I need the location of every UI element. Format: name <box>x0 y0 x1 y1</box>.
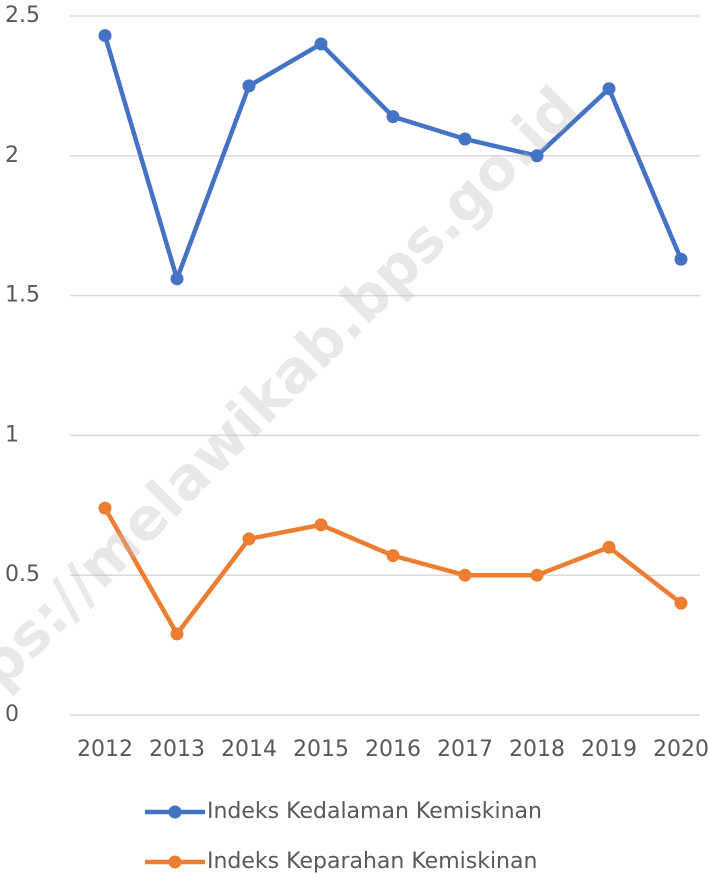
legend-label: Indeks Kedalaman Kemiskinan <box>207 799 542 824</box>
point <box>674 252 688 266</box>
point <box>314 37 328 51</box>
x-tick-label: 2020 <box>653 737 709 762</box>
point <box>458 568 472 582</box>
watermark: ps://melawikab.bps.go.id <box>0 73 591 701</box>
x-tick-label: 2018 <box>509 737 565 762</box>
point <box>98 29 112 43</box>
point <box>530 568 544 582</box>
legend-label: Indeks Keparahan Kemiskinan <box>207 849 537 874</box>
legend-marker <box>168 855 182 869</box>
y-tick-label: 2 <box>5 143 19 168</box>
point <box>674 596 688 610</box>
x-tick-label: 2017 <box>437 737 493 762</box>
point <box>170 627 184 641</box>
y-tick-label: 0 <box>5 702 19 727</box>
point <box>602 82 616 96</box>
point <box>242 79 256 93</box>
x-tick-label: 2019 <box>581 737 637 762</box>
x-tick-label: 2012 <box>77 737 133 762</box>
point <box>98 501 112 515</box>
point <box>602 540 616 554</box>
y-tick-label: 2.5 <box>5 3 40 28</box>
y-tick-label: 0.5 <box>5 562 40 587</box>
x-tick-label: 2013 <box>149 737 205 762</box>
legend-marker <box>168 805 182 819</box>
point <box>314 518 328 532</box>
point <box>530 149 544 163</box>
series-line <box>103 506 683 637</box>
point <box>170 272 184 286</box>
x-tick-label: 2014 <box>221 737 277 762</box>
y-tick-label: 1 <box>5 422 19 447</box>
point <box>242 532 256 546</box>
point <box>386 549 400 563</box>
x-tick-label: 2016 <box>365 737 421 762</box>
x-tick-label: 2015 <box>293 737 349 762</box>
y-tick-label: 1.5 <box>5 283 40 308</box>
point <box>386 110 400 124</box>
point <box>458 132 472 146</box>
